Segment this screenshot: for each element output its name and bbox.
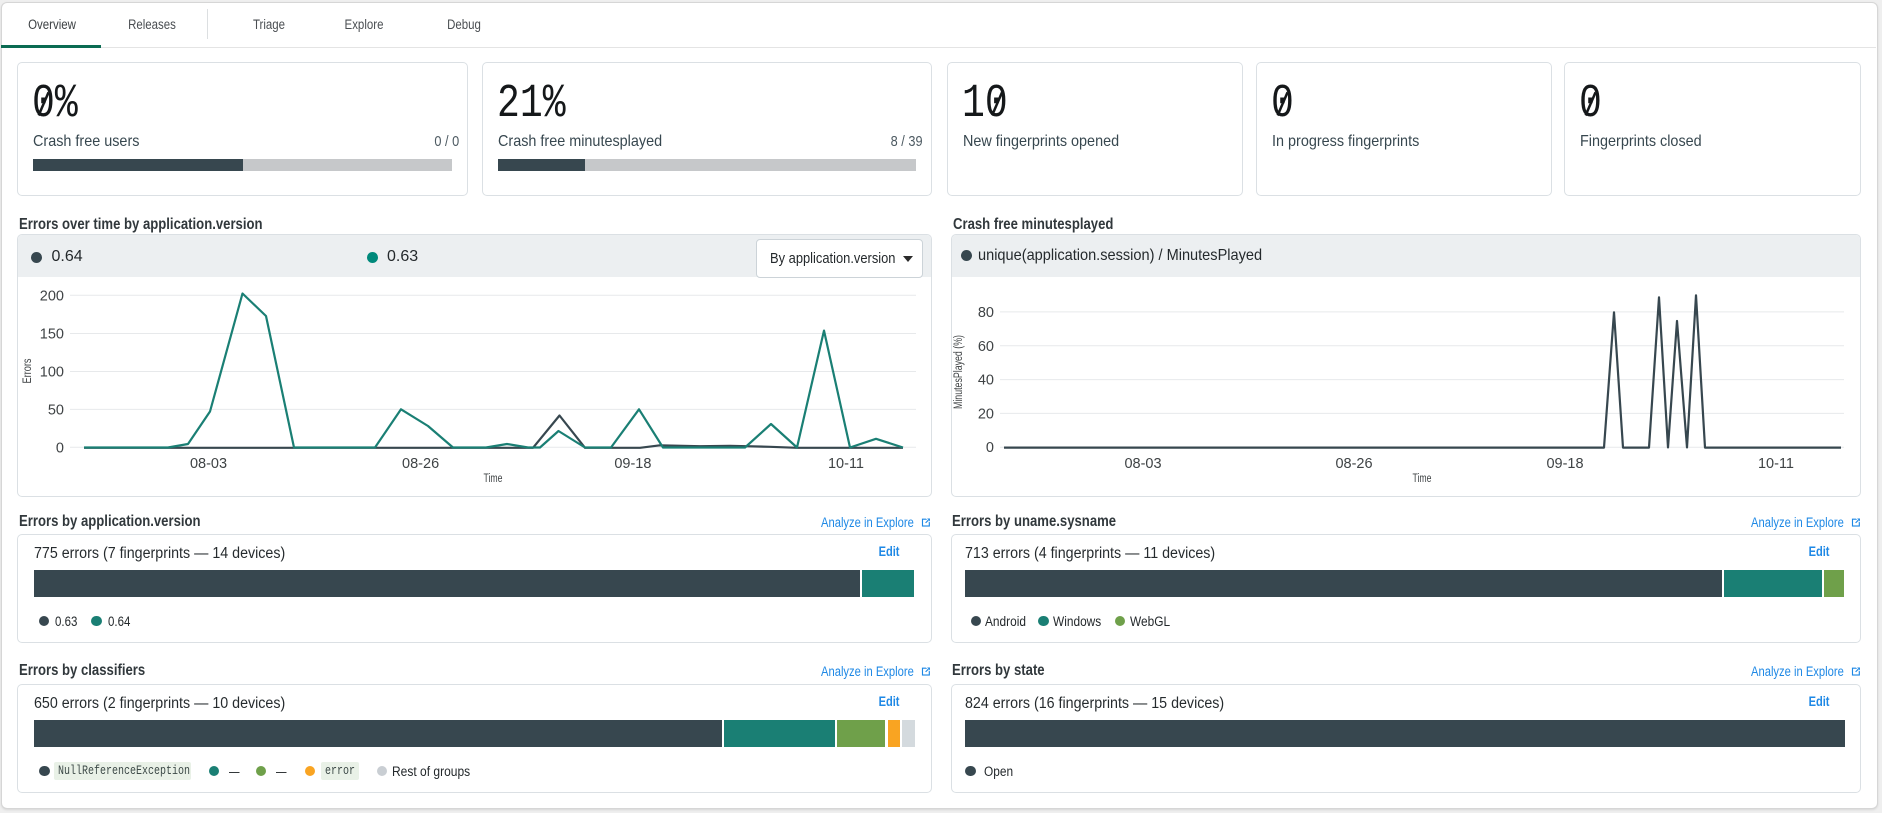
svg-text:08-03: 08-03 bbox=[1124, 456, 1161, 472]
svg-text:100: 100 bbox=[40, 365, 64, 381]
svg-text:80: 80 bbox=[978, 305, 994, 321]
svg-text:08-26: 08-26 bbox=[1335, 456, 1372, 472]
svg-text:40: 40 bbox=[978, 373, 994, 389]
svg-text:0: 0 bbox=[986, 440, 994, 456]
svg-text:60: 60 bbox=[978, 339, 994, 355]
svg-text:Time: Time bbox=[1413, 473, 1432, 485]
svg-text:08-26: 08-26 bbox=[402, 456, 439, 472]
svg-text:MinutesPlayed (%): MinutesPlayed (%) bbox=[953, 335, 965, 409]
svg-text:09-18: 09-18 bbox=[1546, 456, 1583, 472]
svg-text:08-03: 08-03 bbox=[190, 456, 227, 472]
svg-text:200: 200 bbox=[40, 288, 64, 304]
svg-text:50: 50 bbox=[48, 402, 64, 418]
svg-text:10-11: 10-11 bbox=[1758, 456, 1794, 472]
svg-text:10-11: 10-11 bbox=[828, 456, 864, 472]
svg-text:20: 20 bbox=[978, 406, 994, 422]
svg-text:Time: Time bbox=[484, 473, 503, 485]
svg-text:150: 150 bbox=[40, 327, 64, 343]
svg-text:0: 0 bbox=[56, 440, 64, 456]
svg-text:Errors: Errors bbox=[22, 358, 34, 383]
svg-text:09-18: 09-18 bbox=[614, 456, 651, 472]
